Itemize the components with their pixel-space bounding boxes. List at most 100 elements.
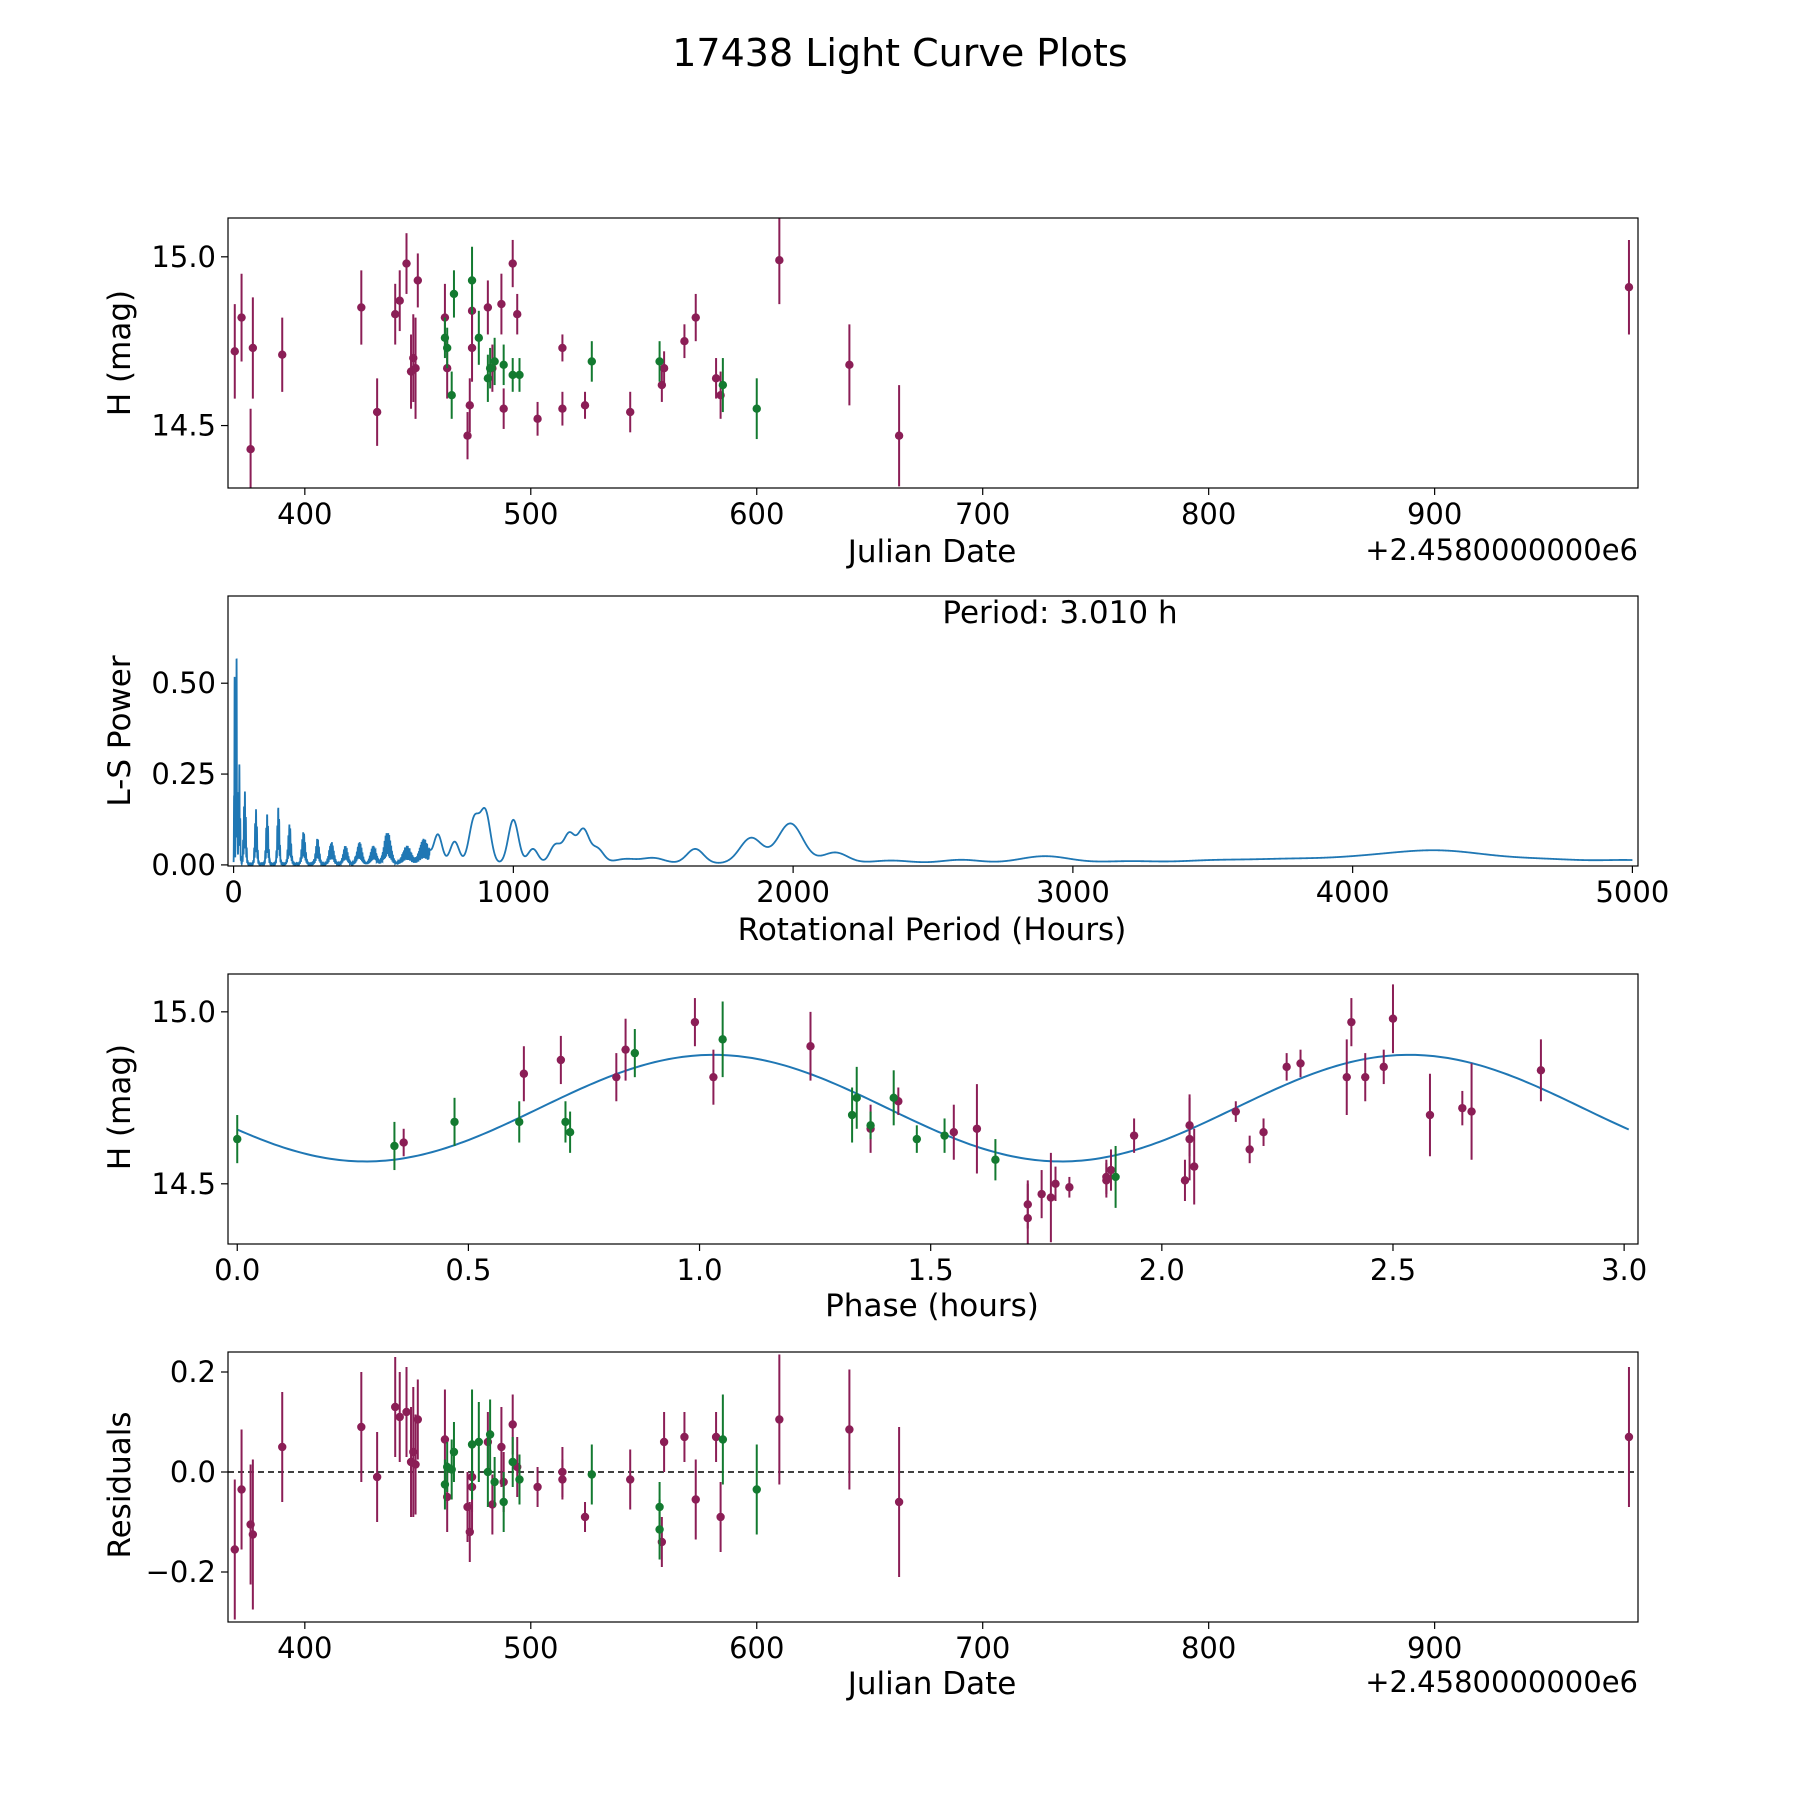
phased-filter_a-point xyxy=(1180,1176,1190,1185)
lightcurve-ytick-label: 14.5 xyxy=(151,409,216,443)
lightcurve-xtick-label: 700 xyxy=(955,497,1010,531)
phased-filter_b-point xyxy=(561,1117,570,1127)
phased-filter_b-point xyxy=(630,1048,640,1058)
lightcurve-filter_b-point xyxy=(442,343,452,353)
phased-filter_b-point xyxy=(889,1093,898,1103)
phased-filter_a-point xyxy=(1458,1103,1467,1113)
residuals-ytick-label: 0.0 xyxy=(170,1455,216,1489)
residuals-filter_a-point xyxy=(402,1407,411,1417)
lightcurve-filter_a-point xyxy=(680,336,689,346)
lightcurve-filter_b-point xyxy=(485,363,495,373)
lightcurve-panel: +2.4580000000e6 Julian Date H (mag) 400 5… xyxy=(102,217,1639,570)
periodogram-xtick-label: 4000 xyxy=(1316,875,1390,909)
lightcurve-ylabel: H (mag) xyxy=(102,290,138,416)
residuals-filter_b-point xyxy=(490,1477,499,1487)
periodogram-xtick-label: 3000 xyxy=(1036,875,1110,909)
phased-xtick-label: 1.0 xyxy=(676,1253,722,1287)
phased-filter_b-point xyxy=(718,1035,727,1044)
lightcurve-filter_a-point xyxy=(558,404,567,413)
residuals-xlabel: Julian Date xyxy=(846,1666,1017,1702)
phased-model-curve xyxy=(236,1053,1630,1163)
residuals-filter_a-point xyxy=(716,1512,725,1522)
phased-xtick-label: 3.0 xyxy=(1601,1253,1647,1287)
residuals-filter_a-point xyxy=(278,1442,287,1452)
residuals-filter_a-point xyxy=(659,1437,669,1447)
lightcurve-filter_b-point xyxy=(508,370,517,380)
lightcurve-filter_a-point xyxy=(230,347,239,356)
periodogram-ytick-label: 0.50 xyxy=(151,666,216,700)
phased-filter_a-point xyxy=(1361,1072,1370,1082)
lightcurve-filter_a-point xyxy=(691,313,700,322)
residuals-filter_b-point xyxy=(485,1430,495,1439)
phased-filter_a-point xyxy=(1106,1165,1116,1175)
residuals-filter_a-point xyxy=(372,1472,382,1482)
phased-filter_a-point xyxy=(1046,1193,1056,1202)
phased-filter_a-point xyxy=(1231,1107,1241,1116)
phased-filter_a-point xyxy=(1425,1110,1435,1120)
residuals-ylabel: Residuals xyxy=(102,1411,138,1558)
phased-filter_a-point xyxy=(1536,1066,1546,1075)
lightcurve-xtick-label: 500 xyxy=(503,497,558,531)
lightcurve-filter_b-point xyxy=(515,370,524,380)
phased-xtick-label: 2.0 xyxy=(1139,1253,1185,1287)
lightcurve-filter_a-point xyxy=(845,360,854,370)
lightcurve-filter_b-point xyxy=(499,360,508,370)
phased-filter_b-point xyxy=(515,1117,524,1127)
residuals-filter_b-point xyxy=(449,1447,459,1457)
residuals-filter_b-point xyxy=(499,1497,508,1507)
residuals-plot-area xyxy=(228,1354,1638,1620)
phased-xtick-label: 0.0 xyxy=(214,1253,260,1287)
residuals-filter_b-point xyxy=(655,1525,664,1534)
residuals-filter_a-point xyxy=(508,1420,517,1429)
periodogram-ylabel: L-S Power xyxy=(102,655,138,806)
lightcurve-ytick-label: 15.0 xyxy=(151,240,216,274)
lightcurve-filter_b-point xyxy=(474,333,484,343)
phased-filter_a-point xyxy=(1342,1072,1351,1082)
lightcurve-filter_a-point xyxy=(248,343,258,353)
residuals-filter_a-point xyxy=(845,1425,854,1434)
lightcurve-filter_a-point xyxy=(894,431,904,440)
phased-filter_b-point xyxy=(390,1141,399,1151)
lightcurve-filter_a-point xyxy=(483,303,493,312)
residuals-filter_a-point xyxy=(580,1512,590,1522)
phased-filter_a-point xyxy=(1282,1062,1291,1072)
phased-filter_b-point xyxy=(991,1155,1000,1164)
lightcurve-filter_a-point xyxy=(533,414,542,424)
residuals-filter_a-point xyxy=(691,1495,700,1504)
phased-filter_a-point xyxy=(1245,1145,1254,1154)
phased-filter_b-point xyxy=(233,1134,242,1144)
lightcurve-filter_a-point xyxy=(246,444,255,454)
phased-filter_a-point xyxy=(556,1055,566,1065)
phased-plot-area xyxy=(233,984,1630,1244)
phased-filter_a-point xyxy=(1051,1179,1060,1189)
lightcurve-filter_a-point xyxy=(558,343,567,353)
phased-filter_a-point xyxy=(1185,1134,1194,1144)
residuals-filter_a-point xyxy=(775,1415,784,1424)
phased-filter_a-point xyxy=(612,1072,621,1082)
lightcurve-filter_a-point xyxy=(775,255,784,265)
residuals-xtick-label: 400 xyxy=(277,1631,332,1665)
lightcurve-offset-label: +2.4580000000e6 xyxy=(1365,533,1638,567)
phased-filter_b-point xyxy=(866,1121,875,1130)
lightcurve-plot-area xyxy=(230,218,1634,488)
phased-filter_a-point xyxy=(709,1072,718,1082)
lightcurve-filter_b-point xyxy=(718,380,728,390)
periodogram-xtick-label: 0 xyxy=(224,875,242,909)
periodogram-xlabel: Rotational Period (Hours) xyxy=(738,912,1127,948)
lightcurve-filter_a-point xyxy=(411,363,420,373)
residuals-filter_a-point xyxy=(711,1432,721,1442)
residuals-xtick-label: 900 xyxy=(1407,1631,1462,1665)
phased-filter_b-point xyxy=(940,1131,949,1140)
lightcurve-xtick-label: 800 xyxy=(1181,497,1236,531)
lightcurve-filter_a-point xyxy=(626,407,635,417)
lightcurve-filter_b-point xyxy=(587,357,596,366)
phased-filter_a-point xyxy=(621,1045,630,1054)
residuals-filter_a-point xyxy=(391,1402,400,1412)
phased-xlabel: Phase (hours) xyxy=(825,1288,1039,1324)
lightcurve-filter_b-point xyxy=(447,390,456,400)
lightcurve-filter_b-point xyxy=(490,357,499,366)
lightcurve-filter_a-point xyxy=(508,259,517,268)
lightcurve-xtick-label: 900 xyxy=(1407,497,1462,531)
residuals-filter_a-point xyxy=(357,1422,366,1432)
